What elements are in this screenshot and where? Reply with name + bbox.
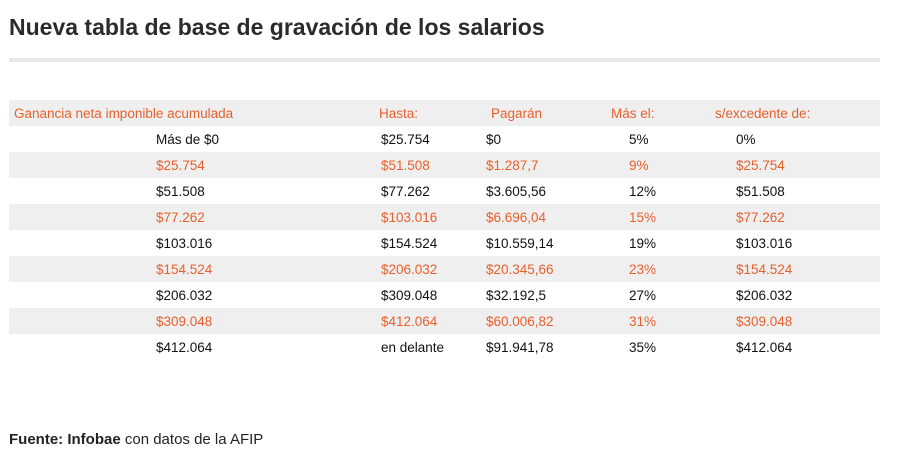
cell-hasta: $25.754 (354, 126, 466, 152)
header-mas-el: Más el: (581, 100, 687, 126)
source-label: Fuente: (9, 431, 64, 448)
header-ganancia: Ganancia neta imponible acumulada (9, 100, 354, 126)
cell-pagaran: $0 (466, 126, 581, 152)
table-row: $77.262 $103.016 $6.696,04 15% $77.262 (9, 204, 880, 230)
source-credit: Fuente: Infobae con datos de la AFIP (9, 431, 263, 448)
source-rest: con datos de la AFIP (124, 431, 264, 448)
table-row: $412.064 en delante $91.941,78 35% $412.… (9, 334, 880, 360)
cell-ganancia: $77.262 (9, 204, 354, 230)
table-header-row: Ganancia neta imponible acumulada Hasta:… (9, 100, 880, 126)
cell-excedente: $154.524 (687, 256, 880, 282)
cell-excedente: $103.016 (687, 230, 880, 256)
cell-mas-el: 27% (581, 282, 687, 308)
cell-excedente: $206.032 (687, 282, 880, 308)
cell-ganancia: $412.064 (9, 334, 354, 360)
cell-mas-el: 19% (581, 230, 687, 256)
cell-pagaran: $6.696,04 (466, 204, 581, 230)
cell-pagaran: $20.345,66 (466, 256, 581, 282)
cell-pagaran: $32.192,5 (466, 282, 581, 308)
cell-excedente: $412.064 (687, 334, 880, 360)
title-divider (9, 58, 880, 62)
cell-ganancia: $309.048 (9, 308, 354, 334)
table-row: $51.508 $77.262 $3.605,56 12% $51.508 (9, 178, 880, 204)
cell-ganancia: $206.032 (9, 282, 354, 308)
cell-excedente: $25.754 (687, 152, 880, 178)
cell-ganancia: $154.524 (9, 256, 354, 282)
cell-hasta: $309.048 (354, 282, 466, 308)
cell-pagaran: $3.605,56 (466, 178, 581, 204)
cell-mas-el: 5% (581, 126, 687, 152)
cell-pagaran: $91.941,78 (466, 334, 581, 360)
table-row: Más de $0 $25.754 $0 5% 0% (9, 126, 880, 152)
cell-excedente: 0% (687, 126, 880, 152)
cell-ganancia: Más de $0 (9, 126, 354, 152)
table-row: $103.016 $154.524 $10.559,14 19% $103.01… (9, 230, 880, 256)
cell-mas-el: 35% (581, 334, 687, 360)
cell-mas-el: 31% (581, 308, 687, 334)
cell-hasta: en delante (354, 334, 466, 360)
source-outlet: Infobae (67, 431, 121, 448)
cell-hasta: $77.262 (354, 178, 466, 204)
table-row: $25.754 $51.508 $1.287,7 9% $25.754 (9, 152, 880, 178)
cell-hasta: $154.524 (354, 230, 466, 256)
cell-excedente: $309.048 (687, 308, 880, 334)
cell-mas-el: 12% (581, 178, 687, 204)
header-hasta: Hasta: (354, 100, 466, 126)
cell-mas-el: 9% (581, 152, 687, 178)
cell-ganancia: $103.016 (9, 230, 354, 256)
cell-pagaran: $1.287,7 (466, 152, 581, 178)
cell-hasta: $51.508 (354, 152, 466, 178)
cell-ganancia: $51.508 (9, 178, 354, 204)
tax-table: Ganancia neta imponible acumulada Hasta:… (9, 100, 880, 360)
table-row: $309.048 $412.064 $60.006,82 31% $309.04… (9, 308, 880, 334)
cell-pagaran: $60.006,82 (466, 308, 581, 334)
cell-ganancia: $25.754 (9, 152, 354, 178)
table-row: $154.524 $206.032 $20.345,66 23% $154.52… (9, 256, 880, 282)
cell-excedente: $77.262 (687, 204, 880, 230)
cell-hasta: $103.016 (354, 204, 466, 230)
cell-hasta: $206.032 (354, 256, 466, 282)
cell-mas-el: 23% (581, 256, 687, 282)
header-excedente: s/excedente de: (687, 100, 880, 126)
cell-excedente: $51.508 (687, 178, 880, 204)
page-title: Nueva tabla de base de gravación de los … (9, 14, 545, 40)
cell-hasta: $412.064 (354, 308, 466, 334)
table-row: $206.032 $309.048 $32.192,5 27% $206.032 (9, 282, 880, 308)
header-pagaran: Pagarán (466, 100, 581, 126)
cell-mas-el: 15% (581, 204, 687, 230)
cell-pagaran: $10.559,14 (466, 230, 581, 256)
